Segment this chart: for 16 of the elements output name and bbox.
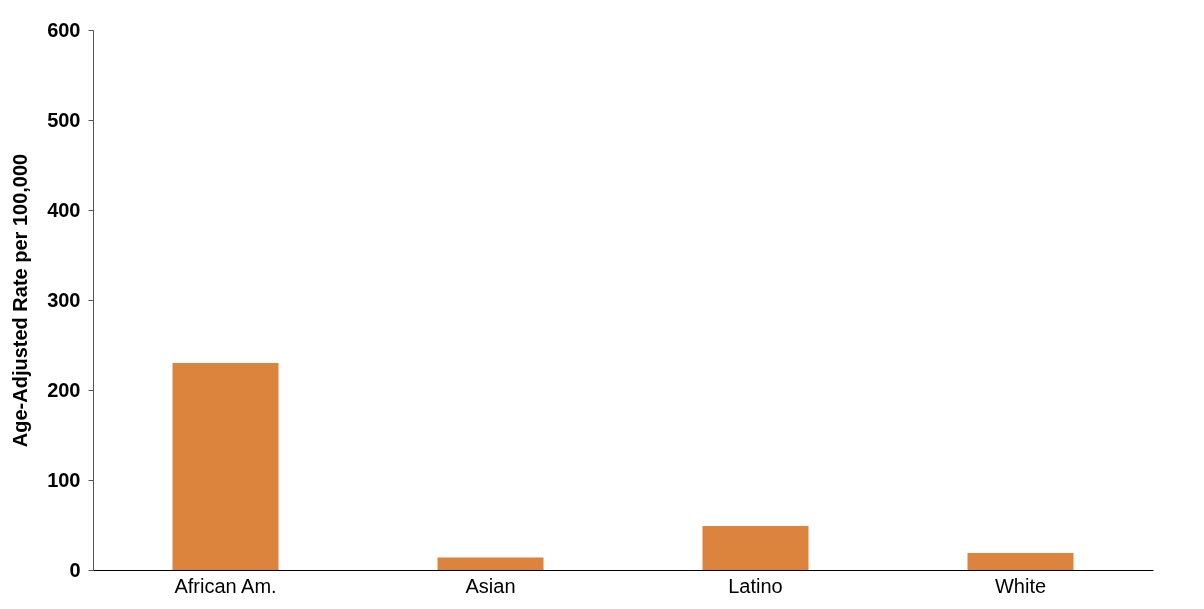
x-tick-label: White bbox=[994, 574, 1047, 597]
y-tick-label: 100 bbox=[47, 468, 81, 491]
x-tick-label: Asian bbox=[465, 574, 516, 597]
y-tick-label: 300 bbox=[47, 288, 81, 311]
y-tick-label: 500 bbox=[47, 108, 81, 131]
y-tick-label: 400 bbox=[47, 198, 81, 221]
x-tick-label: Latino bbox=[728, 574, 783, 597]
y-tick-label: 200 bbox=[47, 378, 81, 401]
bar bbox=[172, 363, 279, 570]
x-tick-label: African Am. bbox=[174, 574, 277, 597]
y-tick-label: 600 bbox=[47, 18, 81, 41]
bar bbox=[437, 557, 544, 570]
y-tick-label: 0 bbox=[69, 558, 81, 581]
bar bbox=[967, 552, 1074, 570]
y-axis-title: Age-Adjusted Rate per 100,000 bbox=[9, 153, 32, 448]
bar bbox=[702, 525, 809, 570]
